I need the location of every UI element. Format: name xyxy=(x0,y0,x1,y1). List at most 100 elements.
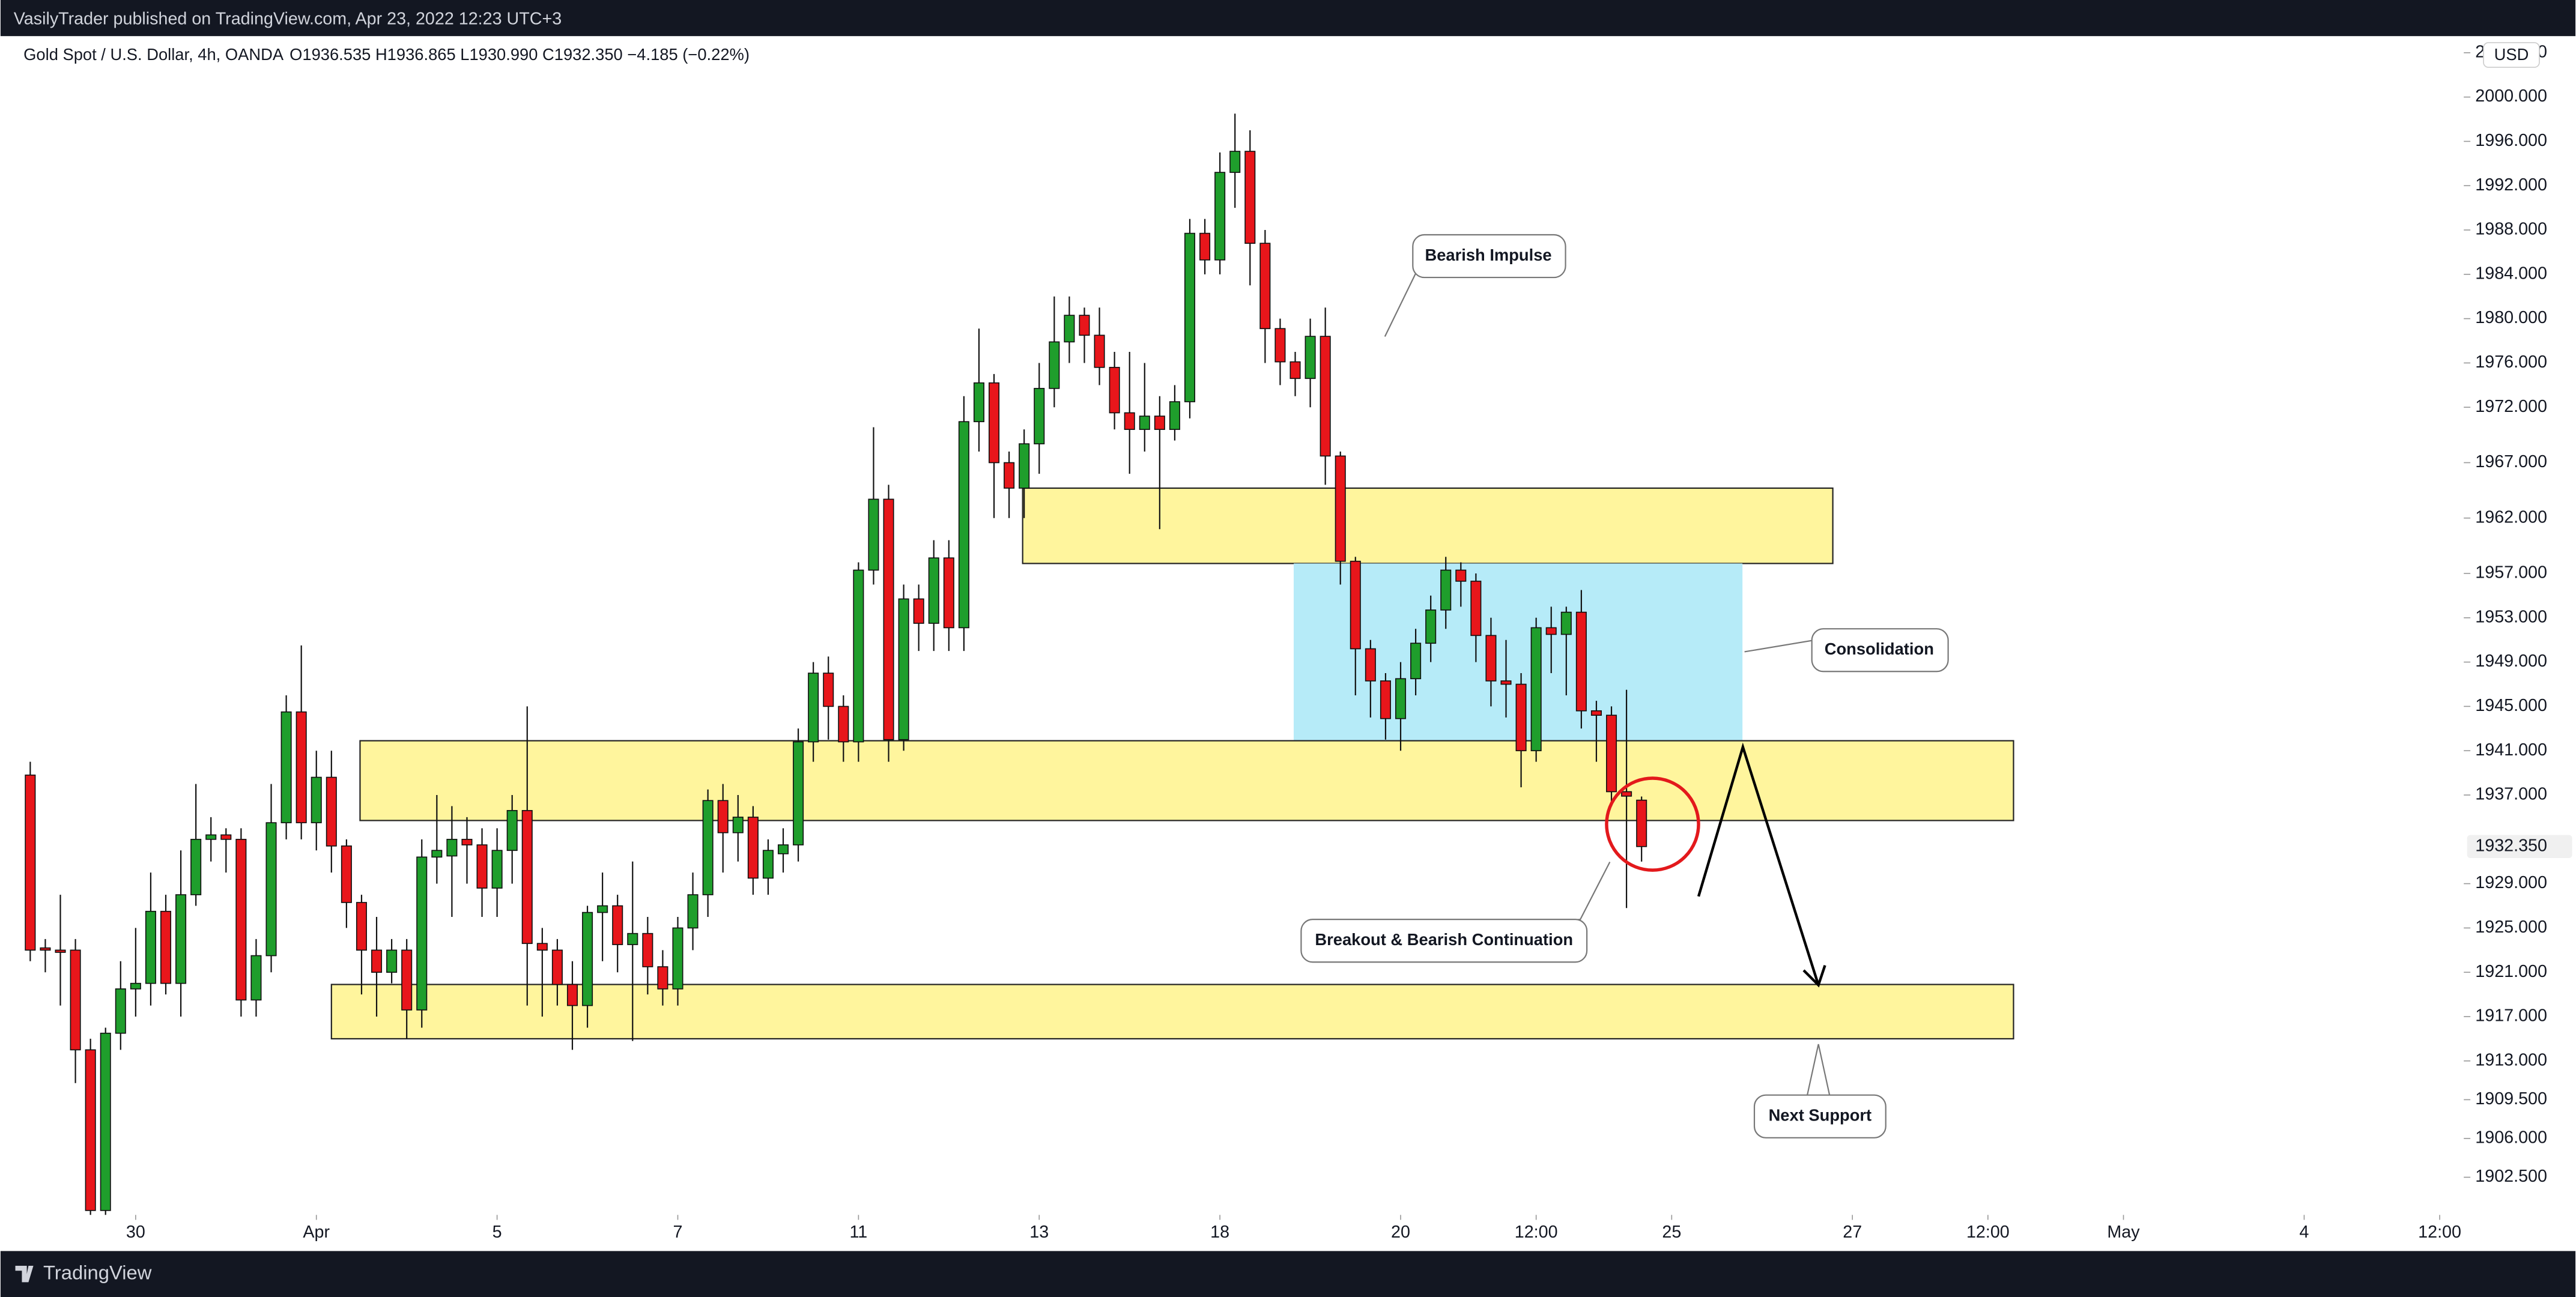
x-tick-label: 13 xyxy=(1029,1223,1049,1242)
candle-body xyxy=(1004,462,1015,489)
candle-body xyxy=(1485,635,1497,682)
y-tick-label: 1913.000 xyxy=(2475,1050,2547,1069)
annotation: Consolidation xyxy=(1825,639,1934,658)
x-tick-label: Apr xyxy=(303,1223,330,1242)
projection-arrow xyxy=(1697,742,1826,988)
candle-body xyxy=(1365,648,1376,682)
currency-badge xyxy=(2483,42,2540,68)
candle-body xyxy=(1124,412,1135,430)
candle-body xyxy=(1049,341,1060,389)
callout: Bearish Impulse xyxy=(1384,234,1566,337)
y-tick-label: 1941.000 xyxy=(2475,740,2547,760)
candle-body xyxy=(1606,715,1617,793)
candle-body xyxy=(551,949,563,985)
x-tick-label: 30 xyxy=(126,1223,145,1242)
y-tick-label: 1984.000 xyxy=(2475,264,2547,283)
candle-body xyxy=(1019,443,1030,489)
y-tick-label: 1967.000 xyxy=(2475,452,2547,471)
candle-body xyxy=(1154,416,1165,430)
candle-body xyxy=(1545,627,1557,635)
candle-body xyxy=(1109,367,1120,414)
y-tick-label: 1925.000 xyxy=(2475,918,2547,937)
candle-body xyxy=(928,557,939,624)
candle-body xyxy=(1229,151,1241,173)
callout: Breakout & Bearish Continuation xyxy=(1300,861,1611,963)
candle-body xyxy=(115,988,126,1034)
zone xyxy=(359,740,2014,821)
candle-body xyxy=(1305,336,1316,379)
y-tick-label: 2000.000 xyxy=(2475,86,2547,106)
y-tick-label: 1988.000 xyxy=(2475,220,2547,239)
candle-body xyxy=(1184,232,1196,402)
candle-body xyxy=(190,838,202,895)
candle-body xyxy=(295,711,307,823)
candle-body xyxy=(612,905,623,945)
candle-body xyxy=(265,822,277,957)
candle-body xyxy=(1636,799,1647,847)
y-tick-label: 1945.000 xyxy=(2475,696,2547,715)
candle-body xyxy=(838,706,849,743)
candle-body xyxy=(1335,455,1346,562)
candle-body xyxy=(566,984,578,1006)
candle-body xyxy=(1290,361,1301,379)
candle-body xyxy=(627,933,638,945)
candle-body xyxy=(1621,791,1632,797)
candle-body xyxy=(777,844,789,854)
x-tick-label: 27 xyxy=(1843,1223,1862,1242)
x-tick-label: 5 xyxy=(492,1223,502,1242)
chart-title: Gold Spot / U.S. Dollar, 4h, OANDA xyxy=(23,45,284,64)
candle-body xyxy=(220,834,232,840)
candle-body xyxy=(642,933,653,967)
candle-body xyxy=(958,421,969,629)
y-tick-label: 1921.000 xyxy=(2475,962,2547,981)
annotation: Next Support xyxy=(1769,1105,1872,1124)
y-tick-label: 1972.000 xyxy=(2475,397,2547,416)
candle-body xyxy=(250,955,262,1001)
candle-body xyxy=(100,1032,111,1211)
callout: Next Support xyxy=(1753,1044,1887,1138)
candle-body xyxy=(898,598,909,740)
candle-body xyxy=(1064,315,1075,343)
candle-body xyxy=(160,910,172,984)
y-tick-label: 1992.000 xyxy=(2475,175,2547,195)
candle-body xyxy=(446,838,458,857)
candle-body xyxy=(793,741,804,845)
candle-body xyxy=(597,905,608,913)
candle-body xyxy=(1139,416,1150,430)
x-tick-label: 11 xyxy=(849,1223,867,1242)
header-bar xyxy=(0,0,2576,37)
annotation: Bearish Impulse xyxy=(1425,246,1552,264)
candle-body xyxy=(747,817,759,879)
candle-body xyxy=(235,838,247,1001)
chart-subtitle: O1936.535 H1936.865 L1930.990 C1932.350 … xyxy=(289,45,750,64)
candle-body xyxy=(506,810,518,851)
candle-body xyxy=(130,982,141,990)
candle-body xyxy=(1590,710,1602,716)
candle-body xyxy=(1500,680,1512,685)
candle-body xyxy=(657,966,668,990)
candle-body xyxy=(582,912,593,1006)
candle-body xyxy=(356,902,367,951)
published-note: VasilyTrader published on TradingView.co… xyxy=(14,9,562,28)
last-price-label: 1932.350 xyxy=(2475,836,2547,855)
brand-logo xyxy=(15,1266,34,1283)
y-tick-label: 1957.000 xyxy=(2475,563,2547,582)
candle-body xyxy=(808,673,819,743)
candle-body xyxy=(1425,609,1437,644)
y-tick-label: 1937.000 xyxy=(2475,785,2547,804)
candle-body xyxy=(205,834,217,840)
candle-body xyxy=(85,1049,96,1211)
candle-body xyxy=(1380,680,1391,719)
candle-body xyxy=(145,910,156,984)
candle-body xyxy=(386,949,398,973)
callout: Consolidation xyxy=(1744,628,1949,673)
x-tick-label: 12:00 xyxy=(1966,1223,2010,1242)
highlight-circle xyxy=(1605,776,1700,872)
candle-body xyxy=(401,949,413,1011)
candle-body xyxy=(25,774,36,951)
candle-body xyxy=(521,810,533,945)
candle-body xyxy=(883,498,894,740)
candle-body xyxy=(1259,243,1271,330)
candle-body xyxy=(55,949,66,953)
candle-body xyxy=(326,776,337,847)
